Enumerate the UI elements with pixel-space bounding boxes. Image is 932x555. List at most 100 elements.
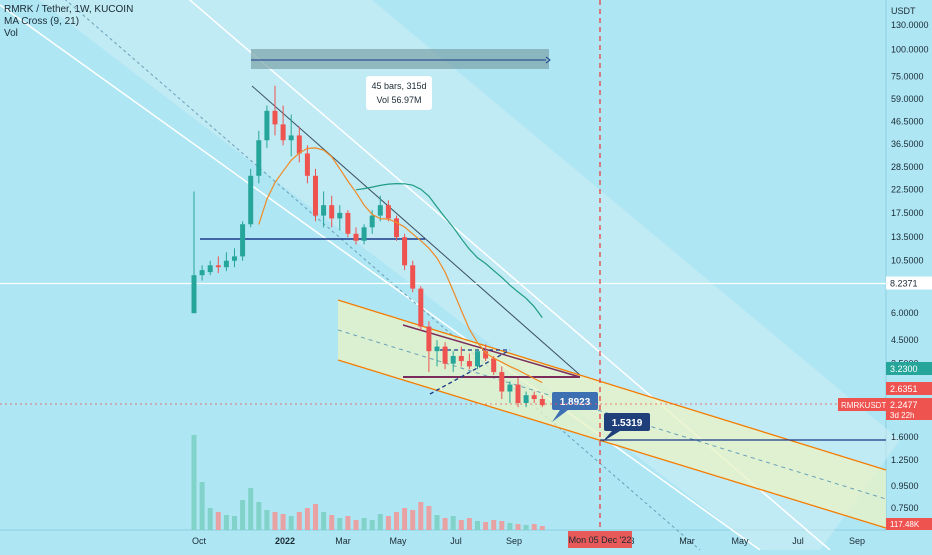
volume-bar <box>531 524 537 530</box>
price-tick-label: 0.9500 <box>891 481 919 491</box>
candle-body <box>272 110 278 125</box>
volume-bar <box>264 510 270 530</box>
candle-body <box>458 355 464 362</box>
volume-bar <box>256 502 262 530</box>
price-tick-label: 130.0000 <box>891 20 929 30</box>
price-tick-label: 28.5000 <box>891 162 924 172</box>
price-tick-label: 0.7500 <box>891 503 919 513</box>
time-tick-label: Oct <box>192 536 207 546</box>
candle-body <box>313 175 318 216</box>
volume-bar <box>288 516 294 530</box>
measure-arrow-head-icon <box>545 56 551 64</box>
symbol-tag-text: RMRKUSDT <box>841 401 886 410</box>
price-tick-label: 4.5000 <box>891 335 919 345</box>
price-axis-currency: USDT <box>891 6 916 16</box>
price-axis[interactable] <box>886 0 932 550</box>
candle-body <box>345 212 351 234</box>
candle-body <box>280 124 286 141</box>
candle-body <box>296 135 302 154</box>
volume-bar <box>345 516 351 530</box>
candle-body <box>491 358 497 373</box>
countdown-text: 3d 22h <box>890 411 914 420</box>
price-tick-label: 13.5000 <box>891 232 924 242</box>
candle-body <box>215 265 221 268</box>
volume-bar <box>450 516 456 530</box>
ma-slow-line <box>355 182 543 318</box>
volume-indicator-label[interactable]: Vol <box>4 28 18 39</box>
measure-info-box[interactable] <box>366 76 432 110</box>
volume-bar <box>199 482 205 530</box>
candle-body <box>434 346 440 352</box>
price-hline-tag-bg[interactable] <box>886 276 932 290</box>
time-tick-label: 2022 <box>275 536 295 546</box>
ma-value-tag-bg[interactable] <box>886 362 932 375</box>
callout-1-box[interactable] <box>552 392 598 410</box>
volume-bar <box>272 512 278 530</box>
candle-body <box>507 384 513 392</box>
volume-bar <box>515 524 521 530</box>
last-price-tag-text: 2.2477 <box>890 400 918 410</box>
callout-2-text: 1.5319 <box>612 418 643 429</box>
volume-bar <box>337 518 343 530</box>
callout-2-box[interactable] <box>604 413 650 431</box>
candle-body <box>353 233 359 241</box>
candle-body <box>377 205 383 216</box>
time-tick-label: Mar <box>679 536 695 546</box>
volume-bar <box>385 516 391 530</box>
candle-body <box>321 205 327 216</box>
candle-body <box>515 384 521 404</box>
volume-bar <box>539 526 545 530</box>
candle-body <box>361 227 367 241</box>
callout-1-pointer-icon <box>552 410 568 422</box>
volume-tag-bg[interactable] <box>886 518 932 530</box>
candle-body <box>410 265 416 289</box>
candle-body <box>369 215 375 228</box>
symbol-title[interactable]: RMRK / Tether, 1W, KUCOIN <box>4 4 134 15</box>
time-tick-label: Sep <box>506 536 522 546</box>
volume-bar <box>434 515 440 530</box>
candle-body <box>394 218 399 238</box>
candle-body <box>385 205 391 219</box>
volume-bar <box>466 518 472 530</box>
candle-body <box>232 256 237 261</box>
candle-body <box>248 175 254 225</box>
price-tick-label: 36.5000 <box>891 139 924 149</box>
volume-bar <box>475 521 480 530</box>
price-tick-label: 1.6000 <box>891 432 919 442</box>
volume-bar <box>507 523 513 530</box>
candle-body <box>426 326 432 352</box>
ma-cross-indicator-label[interactable]: MA Cross (9, 21) <box>4 16 80 27</box>
candle-body <box>240 224 246 257</box>
measure-bars-text: 45 bars, 315d <box>371 81 426 91</box>
date-tag-text: Mon 05 Dec '22 <box>569 535 632 545</box>
triangle-top-line <box>402 324 581 378</box>
candle-body <box>402 237 408 266</box>
candles-layer <box>191 85 545 408</box>
price-tick-label: 59.0000 <box>891 94 924 104</box>
symbol-tag-bg[interactable] <box>838 398 886 411</box>
date-tag-bg[interactable] <box>568 531 632 548</box>
last-price-tag-bg[interactable] <box>886 398 932 420</box>
price-tick-label: 17.5000 <box>891 208 924 218</box>
price-tick-label: 1.2500 <box>891 455 919 465</box>
measure-vol-text: Vol 56.97M <box>376 95 421 105</box>
candle-body <box>337 212 343 219</box>
volume-bar <box>410 510 416 530</box>
time-tick-label: Mar <box>335 536 351 546</box>
volume-bar <box>191 435 197 530</box>
candle-body <box>264 110 270 141</box>
price-red-tag-bg[interactable] <box>886 382 932 395</box>
volume-bar <box>313 504 318 530</box>
resistance-trendline <box>251 85 581 376</box>
orange-channel-bottom <box>337 359 887 529</box>
candle-body <box>256 140 262 176</box>
time-tick-label: Jul <box>792 536 804 546</box>
price-tick-label: 6.0000 <box>891 308 919 318</box>
candle-body <box>418 288 424 327</box>
candle-body <box>329 205 335 219</box>
time-tick-label: May <box>389 536 407 546</box>
price-tick-label: 22.5000 <box>891 184 924 194</box>
dashed-projection-line <box>429 349 511 395</box>
